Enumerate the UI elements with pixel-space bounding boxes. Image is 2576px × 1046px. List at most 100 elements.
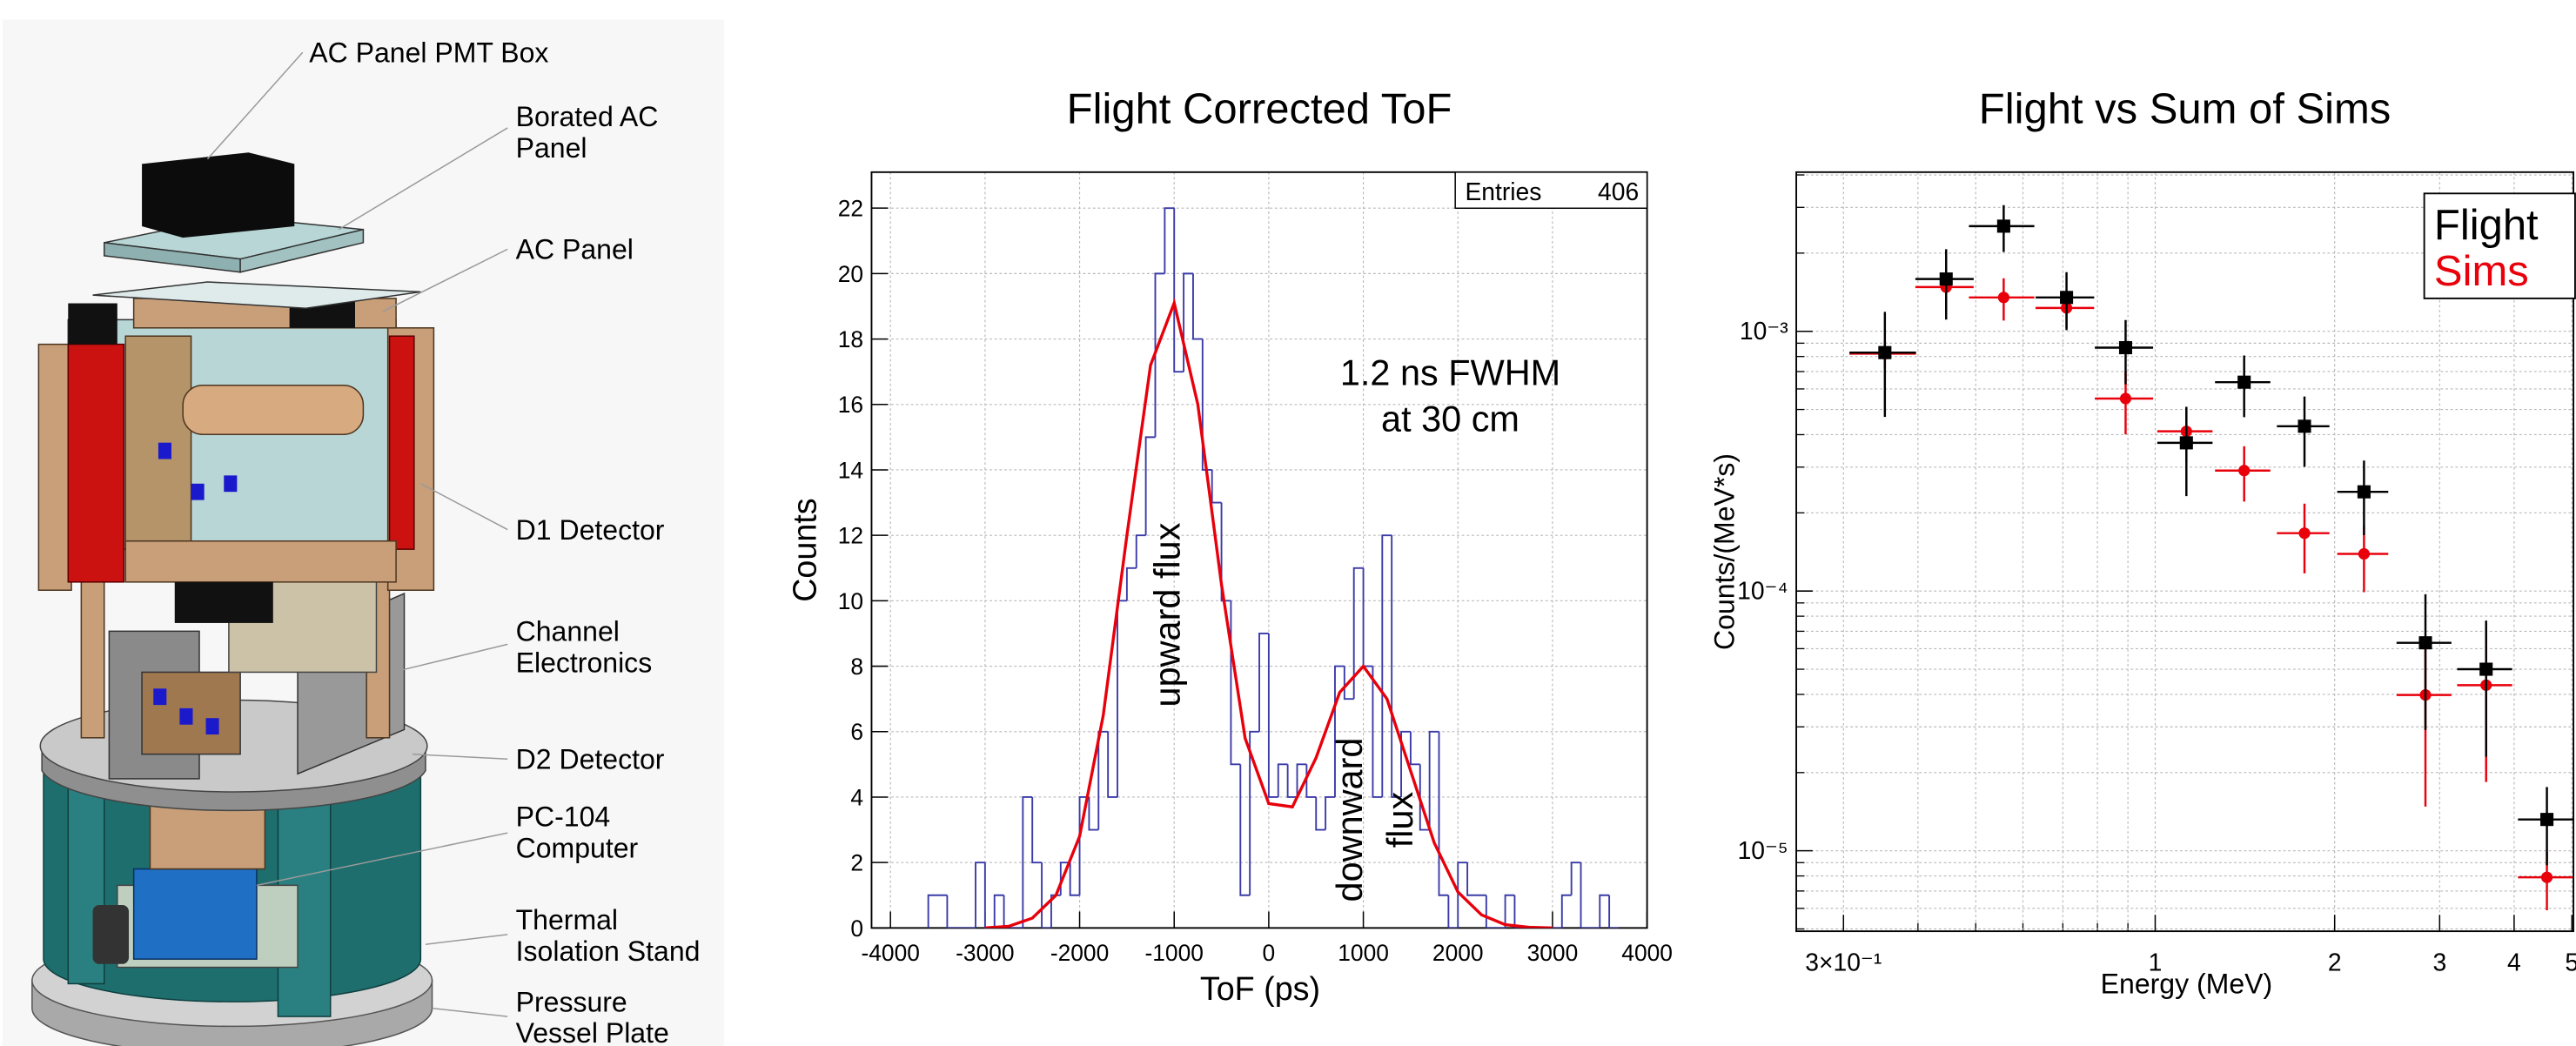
histogram-bin xyxy=(1192,273,1203,340)
y-tick-label: 4 xyxy=(850,784,863,810)
data-point xyxy=(1996,219,2010,233)
x-tick-label: 0 xyxy=(1263,940,1276,966)
data-point xyxy=(2298,527,2311,540)
histogram-bin xyxy=(1560,894,1572,929)
histogram-bin xyxy=(1041,862,1051,929)
histogram-bin xyxy=(1325,796,1335,830)
data-point xyxy=(2118,340,2133,355)
histogram-bin xyxy=(1428,730,1439,830)
annotation: flux xyxy=(1379,791,1420,848)
label-line: Channel xyxy=(516,616,620,647)
pmt-box xyxy=(68,303,117,345)
label-line: Borated AC xyxy=(516,101,659,132)
histogram-bin xyxy=(975,862,985,929)
data-point xyxy=(2479,662,2493,676)
histogram-bin xyxy=(993,894,1004,929)
pmt xyxy=(224,475,238,493)
crossbar xyxy=(124,540,397,583)
x-axis-label: Energy (MeV) xyxy=(2101,969,2273,1000)
leader-line xyxy=(206,51,304,160)
histogram-bin xyxy=(1164,207,1175,274)
y-tick-label: 20 xyxy=(838,261,863,287)
label-line: Thermal xyxy=(516,904,618,935)
data-point xyxy=(2540,871,2553,883)
histogram-bin xyxy=(1220,502,1231,602)
x-tick-label: 1 xyxy=(2149,948,2163,976)
histogram-bin xyxy=(1144,436,1156,536)
y-tick-label: 10⁻³ xyxy=(1740,317,1788,345)
x-tick-label: 1000 xyxy=(1338,940,1389,966)
histogram-bin xyxy=(1362,567,1373,667)
label-line: AC Panel xyxy=(516,234,634,265)
histogram-bin xyxy=(1003,895,1014,929)
histogram-bin xyxy=(1466,862,1477,896)
pmt xyxy=(191,483,205,500)
diagram-label: Channel Electronics xyxy=(516,616,653,679)
legend-box xyxy=(2423,192,2576,299)
leader-line xyxy=(338,127,508,231)
label-line: Panel xyxy=(516,132,587,164)
diagram-label: Borated AC Panel xyxy=(516,101,659,164)
histogram-bin xyxy=(1286,764,1298,798)
histogram-bin xyxy=(1022,796,1033,929)
histogram-bin xyxy=(1343,666,1354,701)
borated-ac-panel-edge xyxy=(239,228,365,273)
cylinder xyxy=(92,904,130,964)
y-tick-label: 6 xyxy=(850,719,863,745)
legend-entry: Sims xyxy=(2434,248,2529,295)
pmt xyxy=(179,707,193,725)
plot-frame xyxy=(870,171,1648,929)
data-point xyxy=(2540,813,2554,827)
chart-title: Flight Corrected ToF xyxy=(1067,85,1452,132)
pmt xyxy=(153,688,167,706)
histogram-bin xyxy=(983,862,995,929)
y-tick-label: 14 xyxy=(838,457,863,483)
legend-entry: Flight xyxy=(2434,202,2539,249)
label-line: AC Panel PMT Box xyxy=(309,37,548,69)
leader-line xyxy=(420,483,508,531)
data-point xyxy=(2418,636,2432,650)
x-tick-label: 2 xyxy=(2328,948,2342,976)
histogram-bin xyxy=(1485,895,1496,929)
y-tick-label: 18 xyxy=(838,326,863,352)
histogram-bin xyxy=(1570,862,1581,895)
label-line: Electronics xyxy=(516,647,653,678)
ac-panel-red xyxy=(67,343,125,583)
annotation: at 30 cm xyxy=(1381,398,1519,439)
annotation: upward flux xyxy=(1147,522,1188,707)
histogram-bin xyxy=(1372,666,1383,798)
ac-panel-red xyxy=(388,335,415,550)
data-point xyxy=(2179,436,2193,450)
x-tick-label: -4000 xyxy=(861,940,919,966)
histogram-bin xyxy=(1352,567,1364,700)
leader-line xyxy=(432,1007,508,1017)
y-tick-label: 0 xyxy=(850,915,863,942)
diagram-label: D2 Detector xyxy=(516,744,665,775)
y-tick-label: 2 xyxy=(850,850,863,876)
histogram-bin xyxy=(1183,272,1193,372)
histogram-bin xyxy=(1173,208,1184,373)
histogram-bin xyxy=(1438,731,1449,896)
diagram-label: Pressure Vessel Plate xyxy=(516,986,669,1046)
y-tick-label: 10 xyxy=(838,588,863,614)
histogram-bin xyxy=(1201,339,1212,471)
pmt-box xyxy=(174,581,273,623)
label-line: Isolation Stand xyxy=(516,935,701,967)
histogram-bin xyxy=(1069,862,1080,896)
data-point xyxy=(2357,485,2371,499)
y-tick-label: 8 xyxy=(850,654,863,680)
chart-title: Flight vs Sum of Sims xyxy=(1979,85,2391,132)
histogram-bin xyxy=(1419,764,1430,831)
histogram-bin xyxy=(1088,796,1099,831)
x-tick-label: -1000 xyxy=(1145,940,1204,966)
x-tick-label: 2000 xyxy=(1432,940,1484,966)
data-point xyxy=(2237,375,2251,389)
histogram-bin xyxy=(1135,534,1146,568)
data-point xyxy=(1878,345,1892,359)
y-tick-label: 12 xyxy=(838,523,863,549)
ac-panel xyxy=(92,281,421,309)
y-tick-label: 16 xyxy=(838,392,863,418)
leader-line xyxy=(382,248,508,312)
leader-line xyxy=(412,753,508,761)
pmt xyxy=(158,442,171,459)
